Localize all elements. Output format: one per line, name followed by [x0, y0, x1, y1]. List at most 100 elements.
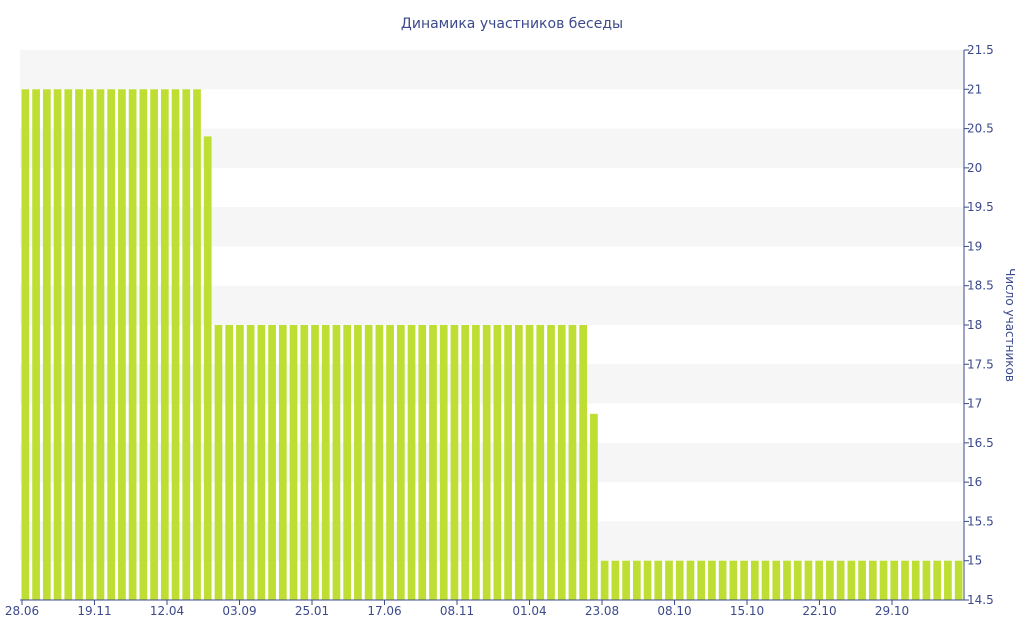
- bar: [42, 89, 51, 601]
- y-ticks: 14.5 15 15.5 16 16.5 17 17.5 18 18.5 19 19.5 20 20.5…: [964, 43, 994, 607]
- bar: [160, 89, 169, 601]
- bar: [783, 560, 791, 600]
- bar: [697, 560, 706, 600]
- bar: [600, 560, 609, 600]
- x-tick-label: 19.11: [77, 604, 111, 618]
- bar: [675, 560, 684, 600]
- bar: [622, 560, 630, 600]
- bar: [429, 325, 437, 600]
- bar: [847, 560, 856, 600]
- bar: [321, 325, 330, 600]
- bar: [364, 325, 373, 600]
- bar: [708, 560, 716, 600]
- bar: [418, 325, 427, 600]
- x-tick-label: 15.10: [730, 604, 764, 618]
- bar: [493, 325, 502, 600]
- bar: [557, 325, 566, 600]
- bar: [525, 325, 534, 600]
- bar: [901, 560, 909, 600]
- bar: [278, 325, 287, 600]
- bar: [171, 89, 180, 601]
- bar: [772, 560, 781, 600]
- bar: [793, 560, 802, 600]
- bar: [214, 325, 223, 600]
- bar: [107, 89, 116, 601]
- bar: [654, 560, 663, 600]
- bar: [257, 325, 266, 600]
- bar: [482, 325, 491, 600]
- bar: [268, 325, 276, 600]
- y-tick-label: 15.5: [967, 514, 994, 528]
- bar: [922, 560, 931, 600]
- y-axis-label: Число участников: [1003, 268, 1017, 382]
- bar: [815, 560, 824, 600]
- bar: [64, 89, 73, 601]
- y-tick-label: 16.5: [967, 436, 994, 450]
- bar: [332, 325, 341, 600]
- bar: [761, 560, 770, 600]
- bar: [568, 325, 577, 600]
- y-tick-label: 17: [967, 397, 982, 411]
- bar-series: [21, 89, 963, 601]
- bar: [450, 325, 459, 600]
- bar: [590, 413, 598, 600]
- y-tick-label: 18: [967, 318, 982, 332]
- bar: [246, 325, 255, 600]
- bar: [53, 89, 62, 601]
- bar: [85, 89, 94, 601]
- bar: [203, 136, 212, 600]
- bar: [300, 325, 309, 600]
- grid-band: [20, 50, 964, 90]
- bar: [944, 560, 952, 600]
- y-tick-label: 17.5: [967, 357, 994, 371]
- x-tick-label: 23.08: [585, 604, 619, 618]
- bar: [128, 89, 137, 601]
- bar: [504, 325, 512, 600]
- bar: [665, 560, 673, 600]
- bar: [461, 325, 470, 600]
- x-tick-label: 12.04: [150, 604, 184, 618]
- x-tick-label: 01.04: [512, 604, 546, 618]
- y-tick-label: 21.5: [967, 43, 994, 57]
- y-tick-label: 14.5: [967, 593, 994, 607]
- x-tick-label: 25.01: [295, 604, 329, 618]
- x-tick-label: 29.10: [875, 604, 909, 618]
- bar: [686, 560, 695, 600]
- bar: [547, 325, 555, 600]
- bar: [718, 560, 727, 600]
- bar: [75, 89, 83, 601]
- bar: [32, 89, 40, 601]
- bar: [954, 560, 963, 600]
- bar: [804, 560, 813, 600]
- bar: [472, 325, 480, 600]
- bar: [858, 560, 866, 600]
- bar: [740, 560, 748, 600]
- bar: [375, 325, 384, 600]
- chart-title: Динамика участников беседы: [401, 16, 623, 32]
- bar: [729, 560, 738, 600]
- x-tick-label: 17.06: [367, 604, 401, 618]
- bar: [514, 325, 523, 600]
- y-tick-label: 15: [967, 554, 982, 568]
- bar: [236, 325, 244, 600]
- bar: [536, 325, 545, 600]
- bar: [193, 89, 201, 601]
- bar: [354, 325, 362, 600]
- bar: [933, 560, 942, 600]
- x-tick-label: 03.09: [222, 604, 256, 618]
- x-tick-label: 08.11: [440, 604, 474, 618]
- y-tick-label: 19: [967, 239, 982, 253]
- x-tick-label: 08.10: [657, 604, 691, 618]
- bar: [868, 560, 877, 600]
- bar: [579, 325, 588, 600]
- bar: [439, 325, 448, 600]
- y-tick-label: 18.5: [967, 279, 994, 293]
- bar: [611, 560, 620, 600]
- bar: [879, 560, 888, 600]
- bar: [343, 325, 352, 600]
- y-tick-label: 19.5: [967, 200, 994, 214]
- bar: [643, 560, 652, 600]
- bar: [386, 325, 394, 600]
